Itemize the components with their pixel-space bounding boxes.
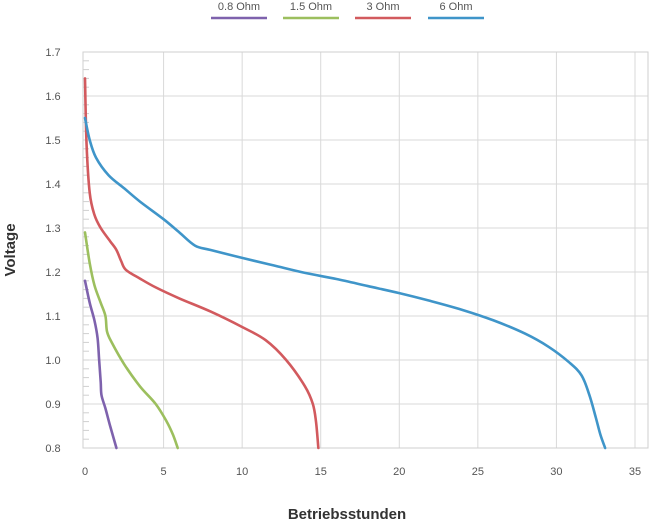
legend-label-1-5-ohm: 1.5 Ohm — [290, 1, 332, 13]
x-tick-label: 0 — [82, 466, 88, 478]
legend-label-0-8-ohm: 0.8 Ohm — [218, 1, 260, 13]
y-tick-label: 1.3 — [45, 223, 60, 235]
series-line-0-8-ohm — [83, 279, 118, 450]
legend: 0.8 Ohm 1.5 Ohm 3 Ohm 6 Ohm — [211, 1, 484, 20]
y-tick-label: 1.2 — [45, 267, 60, 279]
y-tick-label: 1.7 — [45, 47, 60, 59]
series-line-1-5-ohm — [83, 231, 180, 450]
x-tick-label: 10 — [236, 466, 248, 478]
x-tick-label: 15 — [315, 466, 327, 478]
legend-label-3-ohm: 3 Ohm — [366, 1, 399, 13]
x-tick-label: 30 — [550, 466, 562, 478]
x-tick-label: 25 — [472, 466, 484, 478]
y-tick-label: 1.4 — [45, 179, 60, 191]
y-tick-label: 1.0 — [45, 355, 60, 367]
y-tick-label: 0.9 — [45, 399, 60, 411]
y-axis-title: Voltage — [2, 223, 19, 276]
y-tick-labels: 0.8 0.9 1.0 1.1 1.2 1.3 1.4 1.5 1.6 1.7 — [45, 47, 60, 455]
x-axis-title: Betriebsstunden — [288, 506, 406, 521]
x-tick-label: 5 — [161, 466, 167, 478]
y-tick-label: 1.6 — [45, 91, 60, 103]
x-tick-label: 35 — [629, 466, 641, 478]
series-line-3-ohm — [83, 77, 320, 450]
series-lines — [83, 77, 607, 450]
y-tick-label: 0.8 — [45, 443, 60, 455]
y-tick-label: 1.1 — [45, 311, 60, 323]
legend-label-6-ohm: 6 Ohm — [439, 1, 472, 13]
plot-frame — [82, 51, 649, 449]
y-tick-label: 1.5 — [45, 135, 60, 147]
x-tick-label: 20 — [393, 466, 405, 478]
series-line-6-ohm — [83, 116, 607, 450]
grid-lines — [83, 51, 648, 449]
x-tick-labels: 0 5 10 15 20 25 30 35 — [82, 466, 641, 478]
